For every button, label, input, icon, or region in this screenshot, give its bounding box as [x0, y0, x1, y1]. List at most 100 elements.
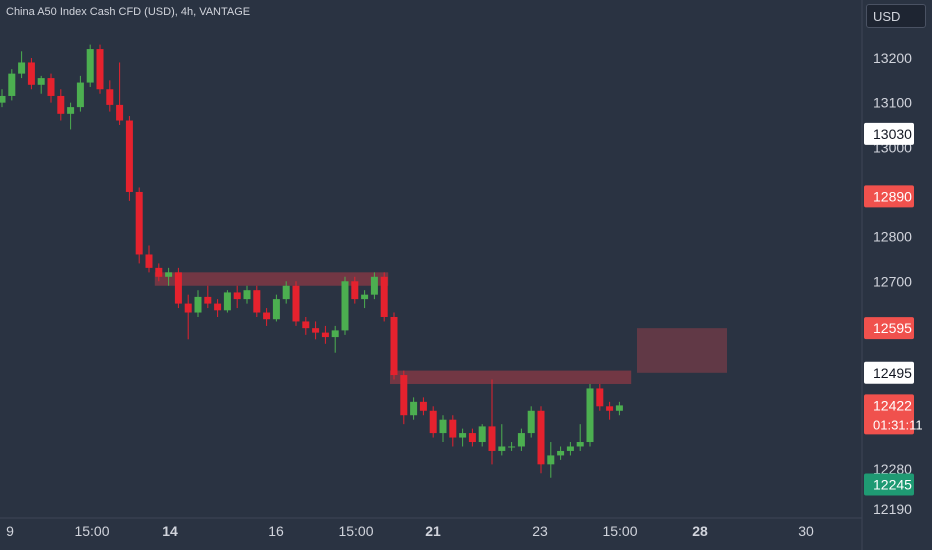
price-label-badge: [864, 185, 914, 208]
candle-body[interactable]: [615, 405, 623, 411]
price-tick-label: 13200: [873, 50, 912, 66]
price-label-badge: [864, 394, 914, 435]
stop-loss-zone[interactable]: [637, 328, 727, 373]
time-tick-label: 28: [692, 523, 708, 539]
candle-body[interactable]: [67, 107, 75, 114]
price-label-value: 12495: [873, 365, 912, 381]
price-tick-label: 12700: [873, 273, 912, 289]
candle-body[interactable]: [576, 442, 584, 447]
candle-body[interactable]: [243, 290, 251, 300]
chart-title: China A50 Index Cash CFD (USD), 4h, VANT…: [6, 6, 251, 18]
candle-body[interactable]: [488, 426, 496, 451]
candle-body[interactable]: [18, 62, 26, 74]
candle-body[interactable]: [47, 78, 55, 96]
candle-body[interactable]: [429, 410, 437, 434]
candle-body[interactable]: [606, 406, 614, 411]
price-label-badge: [864, 122, 914, 145]
candle-body[interactable]: [96, 49, 104, 90]
candle-body[interactable]: [145, 254, 153, 268]
candle-body[interactable]: [341, 281, 349, 331]
time-tick-label: 16: [268, 523, 284, 539]
candle-body[interactable]: [547, 455, 555, 465]
candle-body[interactable]: [76, 82, 84, 108]
time-tick-label: 15:00: [338, 523, 373, 539]
candle-body[interactable]: [390, 316, 398, 376]
price-tick-label: 12190: [873, 501, 912, 517]
candle-body[interactable]: [537, 410, 545, 465]
candle-body[interactable]: [174, 272, 182, 304]
candle-body[interactable]: [184, 303, 192, 313]
time-tick-label: 14: [162, 523, 178, 539]
candle-body[interactable]: [468, 433, 476, 443]
candle-body[interactable]: [282, 285, 290, 300]
candle-body[interactable]: [194, 296, 202, 313]
candle-body[interactable]: [596, 388, 604, 407]
candle-body[interactable]: [312, 328, 320, 333]
price-tick-label: 13100: [873, 95, 912, 111]
candle-body[interactable]: [37, 78, 45, 85]
price-label-value: 12245: [873, 476, 912, 492]
price-label-value: 12422: [873, 397, 912, 413]
candle-body[interactable]: [380, 276, 388, 317]
time-tick-label: 23: [532, 523, 548, 539]
currency-selector[interactable]: USD: [866, 4, 926, 28]
candle-body[interactable]: [155, 267, 163, 277]
price-label-value: 12890: [873, 188, 912, 204]
price-tick-label: 12280: [873, 461, 912, 477]
candle-body[interactable]: [223, 292, 231, 311]
candle-body[interactable]: [272, 299, 280, 320]
price-label-badge: [864, 317, 914, 340]
candle-body[interactable]: [410, 401, 418, 416]
candle-body[interactable]: [459, 433, 467, 438]
candle-body[interactable]: [439, 419, 447, 434]
candle-body[interactable]: [527, 410, 535, 434]
time-tick-label: 21: [425, 523, 441, 539]
candle-body[interactable]: [566, 446, 574, 451]
candle-body[interactable]: [370, 276, 378, 295]
candle-body[interactable]: [351, 281, 359, 300]
candle-body[interactable]: [253, 290, 261, 313]
time-tick-label: 9: [6, 523, 14, 539]
candle-body[interactable]: [419, 401, 427, 411]
price-label-badge: [864, 473, 914, 496]
candle-body[interactable]: [233, 292, 241, 300]
candle-body[interactable]: [27, 62, 35, 85]
candle-body[interactable]: [400, 375, 408, 416]
candle-body[interactable]: [135, 191, 143, 255]
candle-body[interactable]: [8, 73, 16, 96]
price-label-value: 12595: [873, 320, 912, 336]
candle-body[interactable]: [116, 104, 124, 121]
countdown-label: 01:31:11: [873, 417, 923, 432]
candle-body[interactable]: [498, 446, 506, 451]
candle-body[interactable]: [449, 419, 457, 438]
time-tick-label: 30: [798, 523, 814, 539]
candle-body[interactable]: [125, 120, 133, 192]
resistance-zone: [390, 370, 632, 384]
candle-body[interactable]: [557, 450, 565, 456]
candle-body[interactable]: [321, 332, 329, 338]
candle-body[interactable]: [106, 89, 114, 105]
candle-body[interactable]: [478, 426, 486, 443]
candle-body[interactable]: [214, 303, 222, 311]
price-label-badge: [864, 361, 914, 384]
candle-body[interactable]: [302, 321, 310, 329]
candle-body[interactable]: [263, 312, 271, 320]
candle-body[interactable]: [292, 285, 300, 322]
candle-body[interactable]: [517, 433, 525, 447]
price-label-value: 13030: [873, 126, 912, 142]
candle-body[interactable]: [165, 272, 173, 277]
candle-body[interactable]: [204, 296, 212, 304]
candle-body[interactable]: [86, 49, 94, 83]
resistance-zone: [154, 272, 389, 286]
candle-body[interactable]: [0, 95, 6, 103]
candle-body[interactable]: [361, 294, 369, 300]
candle-body[interactable]: [508, 446, 516, 448]
candle-body[interactable]: [586, 388, 594, 443]
time-tick-label: 15:00: [602, 523, 637, 539]
time-tick-label: 15:00: [74, 523, 109, 539]
candle-body[interactable]: [57, 95, 65, 114]
candle-body[interactable]: [331, 330, 339, 338]
price-tick-label: 12800: [873, 229, 912, 245]
